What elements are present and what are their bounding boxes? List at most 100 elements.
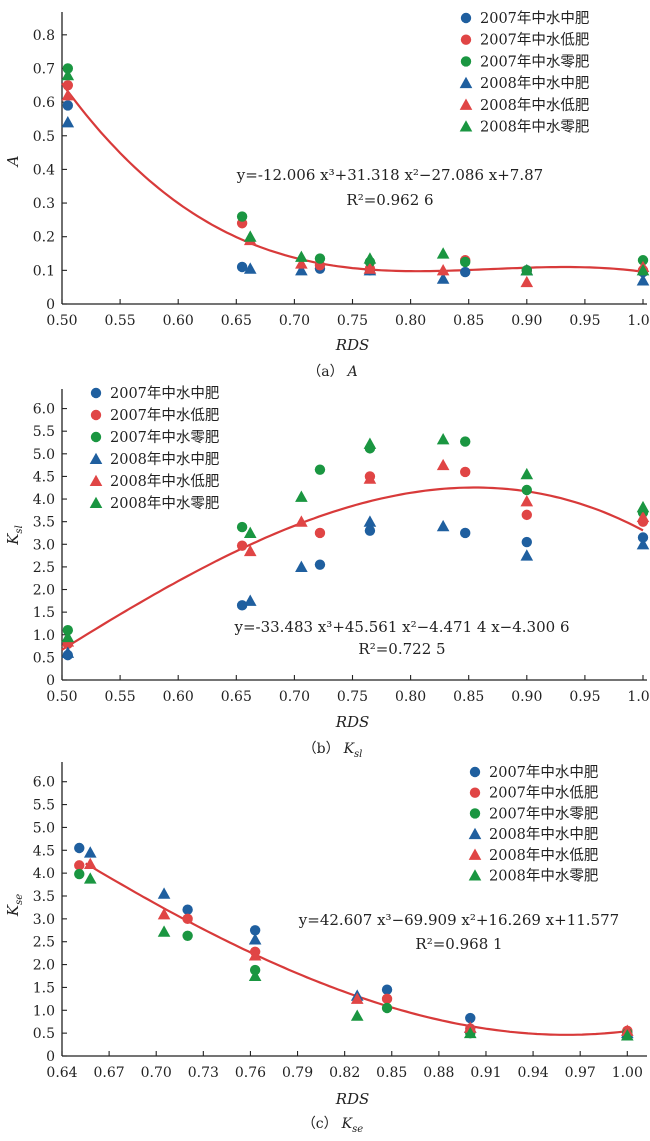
legend: 2007年中水中肥 2007年中水低肥 2007年中水零肥 2008年中水中肥 2008… [89, 385, 219, 512]
y-tick-label: 1.0 [33, 1003, 55, 1019]
data-point [363, 262, 377, 274]
panel-caption: （b） Ksl [303, 741, 363, 760]
data-point [74, 868, 85, 880]
legend-marker [468, 869, 482, 881]
data-point [236, 261, 248, 273]
legend-label: 2008年中水低肥 [110, 473, 219, 490]
data-point [436, 433, 450, 445]
y-tick-label: 0 [46, 1049, 55, 1065]
legend-label: 2007年中水低肥 [110, 407, 219, 424]
legend-marker [460, 34, 472, 45]
y-tick-label: 2.5 [33, 560, 55, 576]
fit-curve [85, 862, 628, 1036]
caption-var: A [346, 364, 358, 380]
x-tick-label: 0.65 [221, 689, 252, 705]
x-axis-label: RDS [335, 336, 370, 354]
y-tick-label: 5.5 [33, 798, 55, 814]
data-point [236, 211, 248, 222]
legend-marker [460, 12, 472, 24]
fit-curve [61, 82, 644, 273]
data-point [83, 872, 97, 884]
data-point [364, 525, 376, 536]
data-point [636, 274, 650, 286]
data-point [363, 252, 377, 264]
x-tick-label: 0.73 [188, 1065, 219, 1081]
x-tick-label: 0.91 [470, 1065, 501, 1081]
x-tick-label: 0.95 [569, 313, 600, 329]
data-point [363, 437, 377, 449]
y-axis-label-main: A [4, 155, 22, 168]
data-point [460, 266, 471, 278]
y-tick-label: 0.3 [33, 196, 55, 212]
data-point [314, 464, 326, 475]
y-axis-label-sub: se [14, 894, 25, 905]
legend-marker [460, 56, 472, 67]
y-tick-label: 4.0 [33, 866, 55, 882]
legend-marker [469, 808, 481, 819]
data-point [521, 484, 532, 496]
x-tick-label: 0.55 [105, 313, 136, 329]
data-point [436, 272, 450, 284]
series-3 [74, 868, 633, 1039]
legend-marker [89, 496, 103, 509]
data-point [465, 1012, 476, 1024]
x-tick-label: 0.85 [376, 1065, 407, 1081]
y-tick-label: 4.5 [33, 469, 55, 485]
data-point [182, 930, 193, 941]
data-point [248, 933, 262, 945]
chart-panel-a: 0 0.1 0.2 0.3 0.4 0.5 0.6 0.7 0.8 0.50 0.55 0.60 0.6… [4, 10, 650, 380]
data-point [363, 472, 377, 484]
caption-prefix: （b） [303, 741, 340, 757]
data-point [62, 63, 74, 74]
series-1 [62, 525, 649, 661]
panel-caption: （a） A [307, 364, 357, 380]
series-6 [83, 872, 634, 1041]
x-tick-label: 0.60 [163, 313, 194, 329]
data-point [520, 467, 534, 480]
data-point [243, 262, 257, 274]
data-point [350, 1009, 364, 1021]
data-point [182, 913, 193, 925]
caption-prefix: （a） [307, 364, 343, 380]
x-tick-label: 0.95 [569, 689, 600, 705]
data-point [243, 526, 257, 539]
legend-label: 2008年中水零肥 [480, 119, 589, 136]
data-point [157, 907, 171, 920]
legend-label: 2008年中水中肥 [110, 451, 219, 468]
data-point [381, 1002, 393, 1014]
fit-equation: y=-12.006 x³+31.318 x²−27.086 x+7.87 [236, 166, 543, 184]
y-axis-label: A [4, 155, 22, 168]
data-point [381, 993, 393, 1005]
y-axis-label-main: K [4, 533, 22, 546]
legend: 2007年中水中肥 2007年中水低肥 2007年中水零肥 2008年中水中肥 2008… [459, 10, 589, 136]
y-tick-label: 0 [46, 673, 55, 689]
caption-sub: se [352, 1124, 363, 1135]
data-point [243, 594, 257, 606]
y-tick-label: 3.5 [33, 889, 55, 905]
series-4 [61, 515, 650, 658]
legend-label: 2007年中水中肥 [110, 385, 219, 402]
data-point [620, 1029, 634, 1041]
data-point [157, 887, 171, 899]
data-point [62, 100, 74, 111]
y-tick-label: 3.0 [33, 537, 55, 553]
data-point [61, 116, 75, 128]
data-point [381, 984, 393, 995]
x-tick-label: 0.70 [279, 689, 310, 705]
data-point [520, 264, 534, 276]
y-tick-label: 1.5 [33, 605, 55, 621]
x-tick-label: 0.90 [511, 689, 542, 705]
y-axis-label: Ksl [4, 525, 25, 546]
y-tick-label: 0.8 [33, 28, 55, 44]
data-point [295, 515, 308, 527]
y-tick-label: 0.5 [33, 650, 55, 666]
legend-label: 2007年中水中肥 [480, 10, 589, 27]
data-point [243, 544, 257, 557]
legend-marker [459, 120, 473, 132]
data-point [521, 509, 532, 521]
data-point [350, 992, 364, 1004]
fit-curve [61, 486, 644, 651]
x-tick-label: 1.00 [627, 689, 650, 705]
data-point [460, 527, 471, 539]
caption-prefix: （c） [302, 1116, 338, 1132]
